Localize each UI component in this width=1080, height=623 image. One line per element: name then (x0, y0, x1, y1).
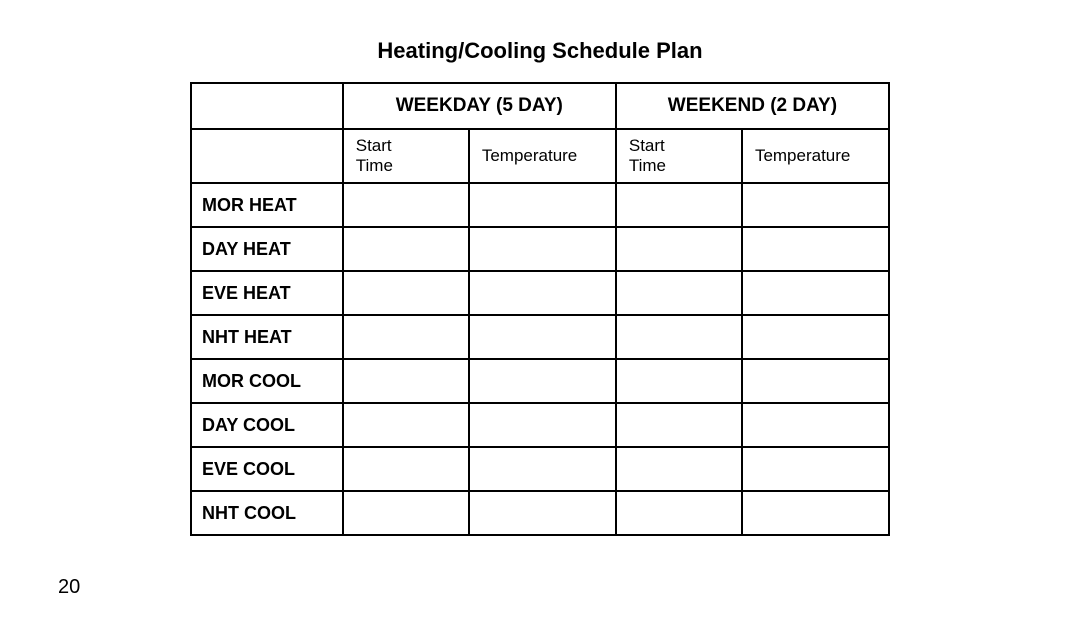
cell-weekend-temp (742, 403, 889, 447)
page: Heating/Cooling Schedule Plan WEEKDAY (5… (0, 0, 1080, 623)
cell-weekday-temp (469, 315, 616, 359)
cell-weekday-start (343, 183, 469, 227)
page-number: 20 (58, 576, 80, 599)
row-label: NHT HEAT (191, 315, 343, 359)
row-label: MOR HEAT (191, 183, 343, 227)
row-label: NHT COOL (191, 491, 343, 535)
cell-weekday-start (343, 315, 469, 359)
cell-weekend-start (616, 183, 742, 227)
table-row: DAY COOL (191, 403, 889, 447)
cell-weekday-start (343, 359, 469, 403)
schedule-table-wrap: WEEKDAY (5 DAY) WEEKEND (2 DAY) StartTim… (190, 82, 890, 536)
table-row: NHT COOL (191, 491, 889, 535)
cell-weekend-start (616, 227, 742, 271)
row-label: EVE HEAT (191, 271, 343, 315)
cell-weekday-start (343, 403, 469, 447)
cell-weekend-temp (742, 271, 889, 315)
cell-weekday-temp (469, 403, 616, 447)
cell-weekend-temp (742, 491, 889, 535)
row-label: DAY HEAT (191, 227, 343, 271)
subheader-weekend-temp: Temperature (742, 129, 889, 183)
cell-weekend-start (616, 403, 742, 447)
cell-weekend-temp (742, 447, 889, 491)
page-title: Heating/Cooling Schedule Plan (0, 0, 1080, 82)
cell-weekday-temp (469, 271, 616, 315)
cell-weekday-start (343, 491, 469, 535)
subheader-weekday-start: StartTime (343, 129, 469, 183)
table-header-row-sub: StartTime Temperature StartTime Temperat… (191, 129, 889, 183)
header-weekday: WEEKDAY (5 DAY) (343, 83, 616, 129)
table-row: DAY HEAT (191, 227, 889, 271)
header-weekend: WEEKEND (2 DAY) (616, 83, 889, 129)
cell-weekend-temp (742, 227, 889, 271)
cell-weekday-start (343, 447, 469, 491)
table-row: EVE COOL (191, 447, 889, 491)
header-blank-cell (191, 83, 343, 129)
schedule-table: WEEKDAY (5 DAY) WEEKEND (2 DAY) StartTim… (190, 82, 890, 536)
cell-weekday-temp (469, 183, 616, 227)
table-row: MOR HEAT (191, 183, 889, 227)
cell-weekend-start (616, 447, 742, 491)
cell-weekday-start (343, 227, 469, 271)
cell-weekend-temp (742, 359, 889, 403)
cell-weekday-start (343, 271, 469, 315)
row-label: EVE COOL (191, 447, 343, 491)
cell-weekend-start (616, 359, 742, 403)
cell-weekday-temp (469, 491, 616, 535)
table-row: EVE HEAT (191, 271, 889, 315)
table-row: NHT HEAT (191, 315, 889, 359)
cell-weekend-start (616, 315, 742, 359)
cell-weekend-start (616, 491, 742, 535)
cell-weekday-temp (469, 359, 616, 403)
row-label: MOR COOL (191, 359, 343, 403)
cell-weekend-start (616, 271, 742, 315)
cell-weekday-temp (469, 227, 616, 271)
cell-weekend-temp (742, 183, 889, 227)
cell-weekend-temp (742, 315, 889, 359)
table-row: MOR COOL (191, 359, 889, 403)
table-header-row-groups: WEEKDAY (5 DAY) WEEKEND (2 DAY) (191, 83, 889, 129)
cell-weekday-temp (469, 447, 616, 491)
header-blank-cell-2 (191, 129, 343, 183)
subheader-weekend-start: StartTime (616, 129, 742, 183)
row-label: DAY COOL (191, 403, 343, 447)
subheader-weekday-temp: Temperature (469, 129, 616, 183)
